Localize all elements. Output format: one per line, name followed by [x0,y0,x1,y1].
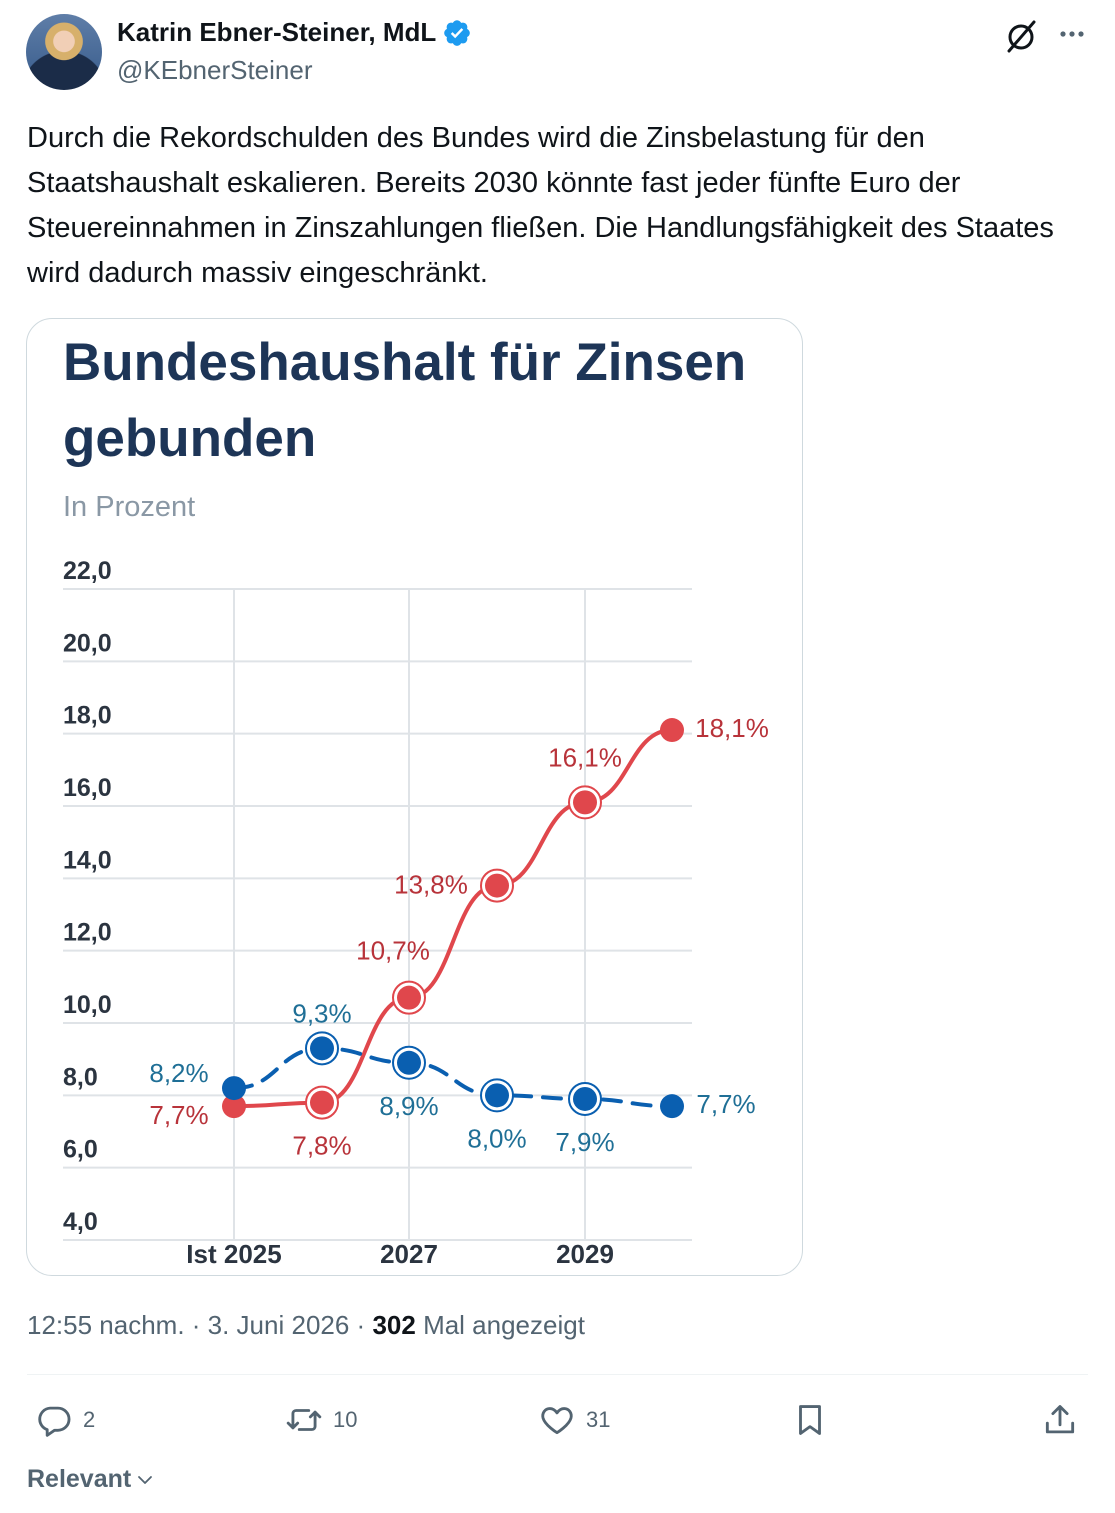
data-point [222,1076,246,1101]
data-point [485,1083,509,1108]
data-label: 13,8% [394,870,468,900]
y-tick-label: 20,0 [63,629,112,657]
reply-count: 2 [83,1407,96,1432]
data-point [310,1036,334,1061]
data-label: 10,7% [356,936,430,966]
series-line-blue [232,1046,674,1109]
data-point [310,1090,334,1115]
x-tick-label: Ist 2025 [186,1239,281,1269]
data-label: 8,2% [149,1058,208,1088]
data-label: 7,7% [696,1089,755,1119]
data-label: 7,9% [555,1127,614,1157]
author-name-text[interactable]: Katrin Ebner-Steiner, MdL [117,17,437,47]
x-tick-label: 2027 [380,1239,438,1269]
y-tick-label: 8,0 [63,1063,98,1091]
data-point [222,1094,246,1119]
series-line-red [232,728,674,1109]
bookmark-button[interactable] [791,1399,829,1441]
author-handle[interactable]: @KEbnerSteiner [117,55,313,85]
data-label: 18,1% [695,713,769,743]
sort-dropdown[interactable]: Relevant [27,1465,155,1494]
reply-button[interactable]: 2 [35,1399,95,1441]
data-point [573,790,597,815]
heart-icon [541,1407,573,1435]
bookmark-icon [799,1405,821,1435]
author-name[interactable]: Katrin Ebner-Steiner, MdL [117,17,472,48]
repost-button[interactable]: 10 [285,1399,357,1441]
share-icon [1045,1405,1075,1434]
y-tick-label: 6,0 [63,1136,98,1164]
reply-icon [38,1406,71,1437]
y-tick-label: 18,0 [63,702,112,730]
data-label: 9,3% [292,998,351,1028]
share-button[interactable] [1041,1399,1079,1441]
data-point [660,1094,684,1119]
y-tick-label: 4,0 [63,1208,98,1236]
data-label: 7,7% [149,1100,208,1130]
x-tick-label: 2029 [556,1239,614,1269]
y-tick-label: 12,0 [63,919,112,947]
y-tick-label: 16,0 [63,774,112,802]
data-label: 8,0% [467,1123,526,1153]
avatar[interactable] [26,14,102,90]
repost-icon [286,1409,322,1431]
chart-title: Bundeshaushalt für Zinsen gebunden [63,333,747,468]
verified-badge-icon [444,19,471,46]
tweet-meta: 12:55 nachm. · 3. Juni 2026 · 302 Mal an… [27,1310,585,1341]
data-label: 7,8% [292,1131,351,1161]
repost-count: 10 [333,1407,358,1432]
data-label: 8,9% [379,1091,438,1121]
y-tick-label: 22,0 [63,557,112,585]
data-point [660,718,684,743]
y-tick-label: 14,0 [63,846,112,874]
views-count: 302 [372,1310,416,1340]
data-label: 16,1% [548,742,622,772]
data-point [485,873,509,898]
data-point [397,985,421,1010]
grok-icon[interactable] [1003,18,1039,54]
divider [27,1374,1088,1375]
more-icon[interactable] [1056,18,1088,50]
chart-plot: 22,0 20,0 18,0 16,0 14,0 12,0 10,0 8,0 6,0 4,0 Ist… [63,557,769,1269]
chart-subtitle: In Prozent [63,491,196,523]
like-button[interactable]: 31 [538,1399,610,1441]
sort-label: Relevant [27,1465,132,1493]
data-point [573,1086,597,1111]
chevron-down-icon [138,1475,153,1484]
tweet-text: Durch die Rekordschulden des Bundes wird… [27,122,1054,289]
y-tick-label: 10,0 [63,991,112,1019]
tweet-media-chart[interactable]: Bundeshaushalt für Zinsen gebunden In Pr… [26,318,803,1276]
like-count: 31 [586,1407,611,1432]
data-point [397,1050,421,1075]
timestamp[interactable]: 12:55 nachm. · 3. Juni 2026 · [27,1310,366,1340]
views-label: Mal angezeigt [423,1310,585,1340]
